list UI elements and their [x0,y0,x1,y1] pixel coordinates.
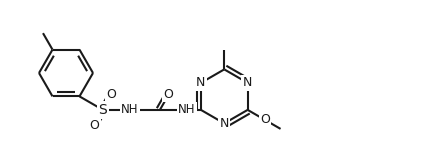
Text: N: N [196,76,206,89]
Text: N: N [219,117,229,130]
Text: NH: NH [121,103,139,116]
Text: O: O [163,88,173,101]
Text: S: S [98,103,107,117]
Text: O: O [89,119,99,132]
Text: N: N [243,76,252,89]
Text: O: O [106,88,116,101]
Text: O: O [260,113,270,126]
Text: NH: NH [178,103,196,116]
